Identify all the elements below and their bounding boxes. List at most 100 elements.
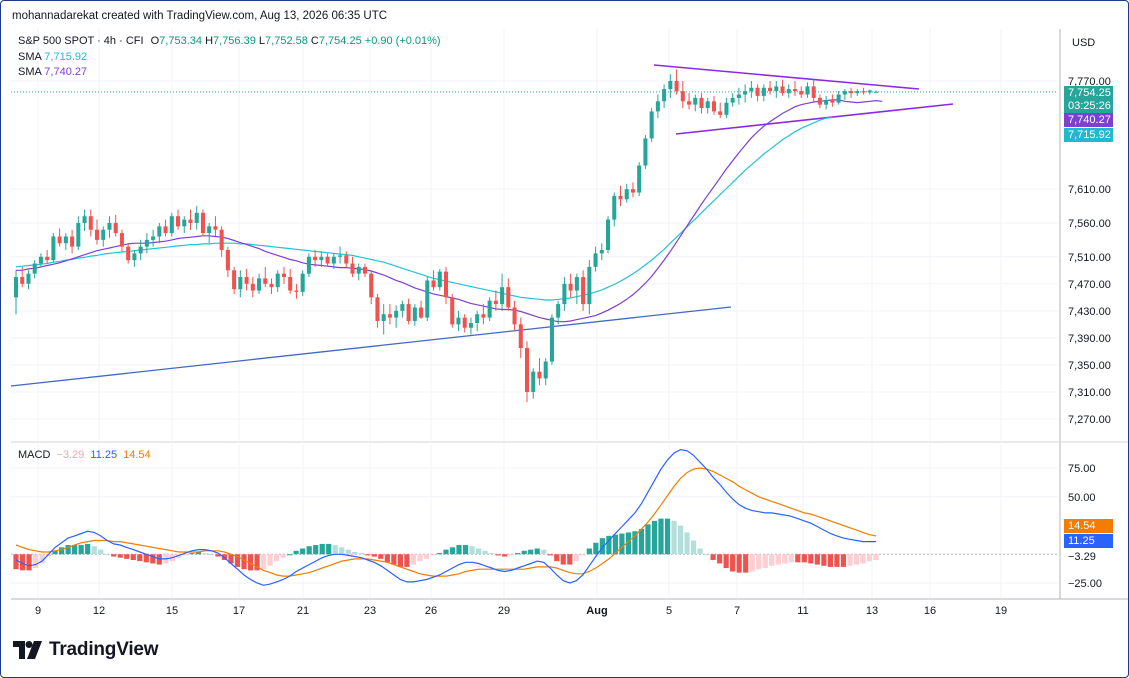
- candle-body: [57, 236, 62, 244]
- macd-histogram-bar: [645, 524, 651, 555]
- candle-body: [76, 222, 81, 247]
- macd-tick-label: 50.00: [1068, 492, 1096, 504]
- candle-body: [849, 91, 854, 94]
- macd-histogram-bar: [730, 554, 736, 572]
- candle-body: [687, 101, 692, 105]
- symbol-legend[interactable]: S&P 500 SPOT · 4h · CFI O7,753.34 H7,756…: [18, 35, 441, 47]
- macd-histogram-bar: [98, 549, 104, 555]
- chart-credit: mohannadarekat created with TradingView.…: [12, 10, 388, 22]
- candle-body: [693, 97, 698, 105]
- candle-body: [431, 280, 436, 288]
- macd-histogram-bar: [78, 545, 84, 555]
- candle-body: [387, 314, 392, 318]
- candle-body: [194, 212, 199, 223]
- candle-body: [568, 283, 573, 291]
- macd-histogram-bar: [704, 554, 710, 556]
- candles: [13, 69, 879, 403]
- macd-legend[interactable]: MACD −3.29 11.25 14.54: [18, 449, 151, 461]
- candle-body: [500, 287, 505, 305]
- drawings[interactable]: [10, 64, 954, 387]
- macd-histogram-bar: [482, 550, 488, 555]
- sma-fast-value: 7,740.27: [44, 66, 88, 78]
- candle-body: [437, 271, 442, 288]
- candle-body: [13, 277, 19, 298]
- candle-body: [456, 317, 461, 325]
- candle-body: [288, 277, 293, 291]
- candle-body: [213, 226, 218, 230]
- macd-histogram-bar: [853, 554, 860, 565]
- candle-body: [861, 91, 866, 93]
- candle-body: [232, 270, 237, 290]
- macd-histogram-bar: [378, 554, 384, 559]
- candle-body: [873, 91, 879, 93]
- macd-histogram-bar: [554, 554, 560, 562]
- macd-pane: [11, 448, 1058, 586]
- macd-histogram-bar: [410, 554, 417, 565]
- candle-body: [799, 91, 804, 95]
- candle-body: [593, 253, 598, 267]
- sma-slow-legend[interactable]: SMA 7,715.92: [18, 51, 87, 63]
- sma-fast-legend[interactable]: SMA 7,740.27: [18, 66, 87, 78]
- macd-histogram-bar: [358, 553, 364, 555]
- macd-histogram-bar: [801, 554, 807, 563]
- macd-histogram-bar: [124, 554, 130, 559]
- candle-body: [306, 256, 311, 274]
- candle-body: [743, 91, 748, 95]
- candle-body: [63, 236, 68, 244]
- macd-histogram-bar: [560, 554, 566, 565]
- macd-line: [15, 448, 876, 586]
- macd-histogram-bar: [658, 518, 664, 555]
- macd-histogram-bar: [606, 535, 612, 555]
- candle-body: [51, 236, 56, 261]
- candle-body: [144, 239, 149, 247]
- macd-histogram-bar: [332, 545, 338, 555]
- candle-body: [412, 307, 417, 321]
- candle-body: [531, 371, 536, 392]
- time-tick-label: 16: [924, 605, 936, 617]
- candle-body: [250, 283, 255, 291]
- candle-body: [662, 89, 667, 102]
- macd-histogram-bar: [697, 548, 703, 555]
- macd-histogram-bar: [495, 554, 501, 556]
- macd-histogram-bar: [743, 554, 749, 573]
- candle-body: [138, 246, 143, 254]
- macd-histogram-bar: [313, 545, 319, 555]
- price-tick-label: 7,470.00: [1068, 279, 1111, 291]
- macd-histogram-bar: [91, 546, 97, 555]
- tradingview-logo[interactable]: TradingView: [13, 638, 159, 662]
- candle-body: [543, 361, 548, 379]
- candle-body: [680, 91, 685, 102]
- macd-histogram-bar: [749, 554, 755, 572]
- candle-body: [556, 304, 561, 318]
- macd-histogram-bar: [449, 547, 456, 555]
- macd-histogram-bar: [436, 553, 443, 555]
- macd-histogram-bar: [469, 546, 475, 555]
- candle-body: [313, 256, 318, 261]
- candle-body: [606, 219, 611, 250]
- candle-body: [668, 81, 673, 90]
- candle-body: [481, 314, 486, 318]
- candle-body: [257, 278, 262, 291]
- macd-histogram-bar: [39, 554, 45, 564]
- candle-body: [649, 111, 654, 139]
- candle-body: [188, 219, 193, 223]
- macd-histogram-bar: [19, 554, 26, 571]
- candle-body: [599, 250, 604, 254]
- macd-histogram-bar: [534, 548, 540, 555]
- macd-histogram-bar: [52, 550, 58, 555]
- time-tick-label: 13: [866, 605, 878, 617]
- candle-body: [537, 371, 542, 379]
- price-tick-label: 7,310.00: [1068, 387, 1111, 399]
- currency-label[interactable]: USD: [1072, 37, 1096, 49]
- support-trendline: [10, 306, 732, 387]
- candle-body: [338, 255, 343, 257]
- macd-histogram-bar: [586, 548, 592, 555]
- ohlc-close: 7,754.25: [318, 35, 362, 47]
- sma-slow-line: [15, 116, 833, 301]
- price-tick-label: 7,770.00: [1068, 76, 1111, 88]
- macd-histogram-bar: [456, 545, 462, 555]
- candle-body: [281, 273, 286, 278]
- symbol-name[interactable]: S&P 500 SPOT · 4h · CFI: [18, 35, 144, 47]
- ohlc-high: 7,756.39: [213, 35, 256, 47]
